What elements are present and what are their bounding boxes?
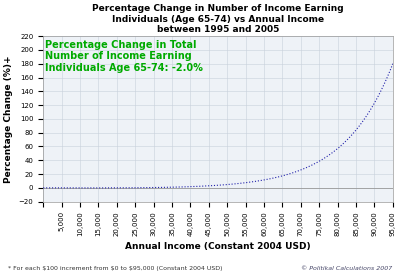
- Text: © Politikal Calculations 2007: © Politikal Calculations 2007: [301, 266, 392, 271]
- X-axis label: Annual Income (Constant 2004 USD): Annual Income (Constant 2004 USD): [125, 242, 311, 251]
- Title: Percentage Change in Number of Income Earning
Individuals (Age 65-74) vs Annual : Percentage Change in Number of Income Ea…: [92, 4, 344, 34]
- Text: Percentage Change in Total
Number of Income Earning
Individuals Age 65-74: -2.0%: Percentage Change in Total Number of Inc…: [45, 39, 203, 73]
- Text: * For each $100 increment from $0 to $95,000 (Constant 2004 USD): * For each $100 increment from $0 to $95…: [8, 266, 222, 271]
- Y-axis label: Percentage Change (%)+: Percentage Change (%)+: [4, 55, 13, 183]
